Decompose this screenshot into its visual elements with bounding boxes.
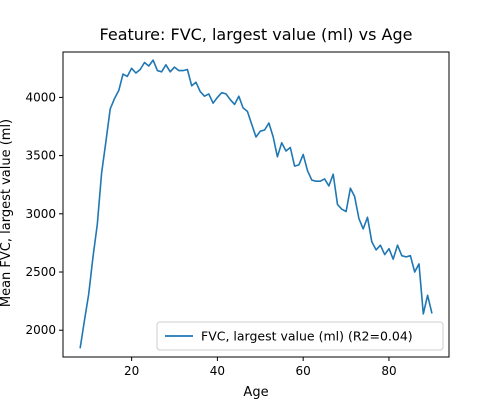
- y-tick-label: 4000: [25, 90, 56, 104]
- y-tick-label: 2000: [25, 323, 56, 337]
- x-tick-label: 20: [124, 364, 139, 378]
- y-axis-ticks: 2000 2500 3000 3500 4000: [25, 90, 63, 337]
- y-tick-label: 3000: [25, 207, 56, 221]
- legend-box: [156, 321, 444, 351]
- y-axis-label: Mean FVC, largest value (ml): [0, 119, 14, 307]
- plot-frame: [62, 51, 450, 358]
- x-axis-ticks: 20 40 60 80: [124, 357, 397, 378]
- legend: FVC, largest value (ml) (R2=0.04): [156, 321, 444, 351]
- chart-title: Feature: FVC, largest value (ml) vs Age: [100, 25, 413, 44]
- series-line: [79, 59, 433, 349]
- y-tick-label: 2500: [25, 265, 56, 279]
- x-tick-label: 80: [381, 364, 396, 378]
- x-axis-label: Age: [243, 385, 268, 400]
- y-tick-label: 3500: [25, 149, 56, 163]
- x-tick-label: 60: [296, 364, 311, 378]
- series-layer: [79, 59, 433, 349]
- x-tick-label: 40: [210, 364, 225, 378]
- legend-entry-label: FVC, largest value (ml) (R2=0.04): [201, 329, 413, 344]
- plot-area: [62, 51, 450, 358]
